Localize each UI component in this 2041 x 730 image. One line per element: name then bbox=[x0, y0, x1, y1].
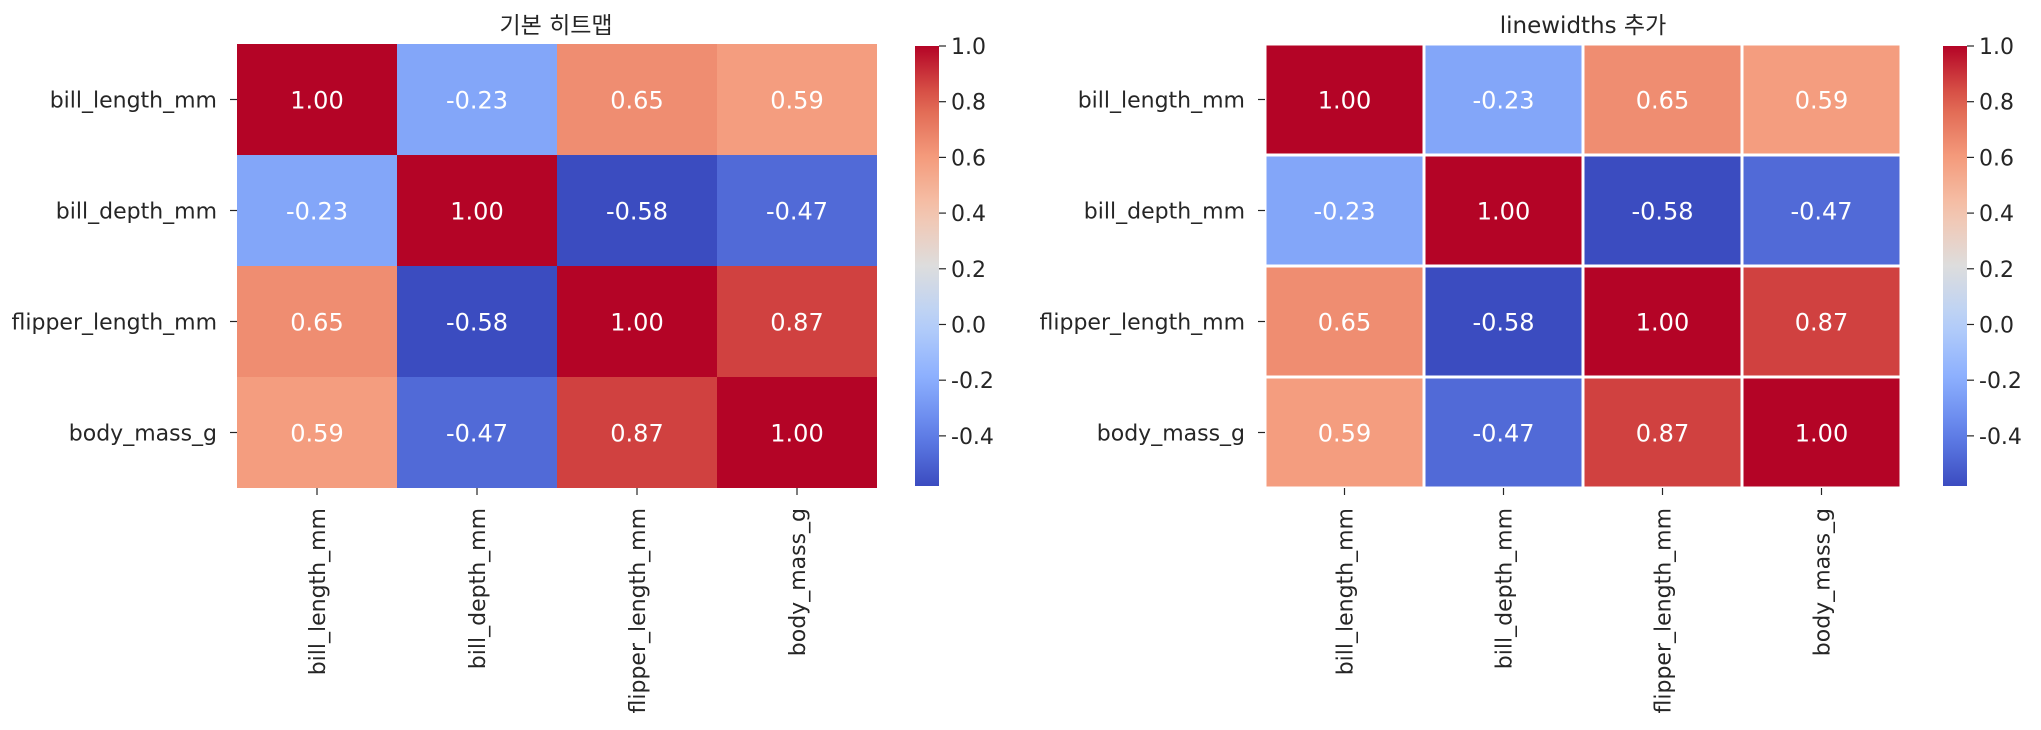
heatmap-cell-r2-c1 bbox=[1422, 264, 1585, 379]
heatmap-cell-r1-c3 bbox=[717, 155, 877, 266]
colorbar-tick-label: 0.8 bbox=[1979, 91, 2014, 116]
x-tick-label: bill_depth_mm bbox=[1493, 508, 1518, 669]
cell-annotation: 0.87 bbox=[610, 420, 663, 448]
colorbar bbox=[915, 46, 939, 486]
cell-annotation: -0.47 bbox=[1790, 198, 1852, 226]
x-tick-label: body_mass_g bbox=[786, 508, 811, 656]
heatmap-cell-r1-c1 bbox=[1422, 153, 1585, 268]
y-tick-label: bill_depth_mm bbox=[1084, 200, 1245, 225]
x-tick-label: bill_length_mm bbox=[1334, 508, 1359, 675]
cell-annotation: 1.00 bbox=[450, 198, 503, 226]
colorbar-tick-label: 0.0 bbox=[951, 313, 986, 338]
y-tick-label: flipper_length_mm bbox=[12, 311, 217, 336]
heatmap-cell-r3-c3 bbox=[717, 377, 877, 488]
heatmap-panel-2: linewidths 추가 1.00 -0.23 0.65 0.59 -0.23 1.00 -… bbox=[1040, 13, 2022, 713]
cell-annotation: 1.00 bbox=[1636, 309, 1689, 337]
x-tick-label: bill_depth_mm bbox=[466, 508, 491, 669]
x-tick-label: flipper_length_mm bbox=[626, 508, 651, 713]
heatmap-cell-r2-c3 bbox=[1740, 264, 1903, 379]
cell-annotation: -0.58 bbox=[446, 309, 508, 337]
heatmap-cell-r2-c1 bbox=[397, 266, 557, 377]
cell-annotation: -0.58 bbox=[1631, 198, 1693, 226]
colorbar bbox=[1943, 46, 1967, 486]
heatmap-cell-r3-c1 bbox=[1422, 375, 1585, 490]
heatmap-cell-r3-c2 bbox=[557, 377, 717, 488]
heatmap-cell-r3-c3 bbox=[1740, 375, 1903, 490]
heatmap-cell-r0-c2 bbox=[557, 44, 717, 155]
cell-annotation: 0.65 bbox=[1318, 309, 1371, 337]
colorbar-tick-label: 0.2 bbox=[1979, 258, 2014, 283]
cell-annotation: 1.00 bbox=[1477, 198, 1530, 226]
heatmap-cell-r3-c2 bbox=[1581, 375, 1744, 490]
colorbar-tick-label: 0.8 bbox=[951, 91, 986, 116]
y-tick-label: bill_length_mm bbox=[50, 89, 217, 114]
cell-annotation: 1.00 bbox=[1795, 420, 1848, 448]
y-tick-label: bill_length_mm bbox=[1078, 89, 1245, 114]
colorbar-tick-label: 1.0 bbox=[1979, 35, 2014, 60]
y-tick-label: bill_depth_mm bbox=[56, 200, 217, 225]
cell-annotation: -0.23 bbox=[446, 87, 508, 115]
cell-annotation: 0.65 bbox=[610, 87, 663, 115]
colorbar-tick-label: 0.0 bbox=[1979, 313, 2014, 338]
heatmap-cell-r1-c0 bbox=[237, 155, 397, 266]
cell-annotation: -0.58 bbox=[606, 198, 668, 226]
heatmap-cell-r1-c2 bbox=[557, 155, 717, 266]
heatmap-cell-r0-c3 bbox=[717, 44, 877, 155]
colorbar-tick-label: -0.4 bbox=[951, 425, 994, 450]
cell-annotation: 0.59 bbox=[1795, 87, 1848, 115]
cell-annotation: -0.23 bbox=[286, 198, 348, 226]
cell-annotation: -0.23 bbox=[1313, 198, 1375, 226]
y-tick-label: flipper_length_mm bbox=[1040, 311, 1245, 336]
cell-annotation: 1.00 bbox=[610, 309, 663, 337]
heatmap-panel-1: 기본 히트맵 1.00 -0.23 0.65 0.59 -0.23 1.00 -0.58 -0.… bbox=[12, 13, 994, 713]
cell-annotation: 0.87 bbox=[1636, 420, 1689, 448]
heatmap-cell-r2-c0 bbox=[237, 266, 397, 377]
heatmap-cell-r1-c3 bbox=[1740, 153, 1903, 268]
heatmap-cell-r2-c2 bbox=[557, 266, 717, 377]
heatmap-cell-r0-c0 bbox=[237, 44, 397, 155]
colorbar-tick-label: 0.4 bbox=[1979, 202, 2014, 227]
cell-annotation: 0.59 bbox=[770, 87, 823, 115]
cell-annotation: 0.65 bbox=[1636, 87, 1689, 115]
cell-annotation: 0.65 bbox=[290, 309, 343, 337]
cell-annotation: 1.00 bbox=[1318, 87, 1371, 115]
chart-title: 기본 히트맵 bbox=[499, 13, 612, 39]
colorbar-tick-label: 0.6 bbox=[1979, 146, 2014, 171]
cell-annotation: 0.59 bbox=[1318, 420, 1371, 448]
colorbar-tick-label: -0.4 bbox=[1979, 425, 2022, 450]
heatmap-cell-r3-c0 bbox=[237, 377, 397, 488]
cell-annotation: -0.47 bbox=[1472, 420, 1534, 448]
cell-annotation: -0.47 bbox=[446, 420, 508, 448]
colorbar-tick-label: 0.2 bbox=[951, 258, 986, 283]
colorbar-tick-label: -0.2 bbox=[951, 369, 994, 394]
cell-annotation: 1.00 bbox=[290, 87, 343, 115]
heatmap-cell-r2-c3 bbox=[717, 266, 877, 377]
cell-annotation: 0.87 bbox=[1795, 309, 1848, 337]
colorbar-tick-label: 0.6 bbox=[951, 146, 986, 171]
cell-annotation: -0.47 bbox=[766, 198, 828, 226]
heatmap-cell-r1-c0 bbox=[1263, 153, 1426, 268]
cell-annotation: 0.59 bbox=[290, 420, 343, 448]
heatmap-cell-r1-c1 bbox=[397, 155, 557, 266]
cell-annotation: -0.23 bbox=[1472, 87, 1534, 115]
y-tick-label: body_mass_g bbox=[1097, 422, 1245, 447]
heatmap-cell-r0-c3 bbox=[1740, 42, 1903, 157]
cell-annotation: -0.58 bbox=[1472, 309, 1534, 337]
heatmap-cell-r0-c1 bbox=[397, 44, 557, 155]
chart-title: linewidths 추가 bbox=[1500, 13, 1667, 39]
y-tick-label: body_mass_g bbox=[69, 422, 217, 447]
colorbar-tick-label: -0.2 bbox=[1979, 369, 2022, 394]
colorbar-tick-label: 1.0 bbox=[951, 35, 986, 60]
cell-annotation: 0.87 bbox=[770, 309, 823, 337]
x-tick-label: body_mass_g bbox=[1811, 508, 1836, 656]
cell-annotation: 1.00 bbox=[770, 420, 823, 448]
heatmap-cell-r3-c1 bbox=[397, 377, 557, 488]
x-tick-label: bill_length_mm bbox=[306, 508, 331, 675]
colorbar-tick-label: 0.4 bbox=[951, 202, 986, 227]
x-tick-label: flipper_length_mm bbox=[1652, 508, 1677, 713]
